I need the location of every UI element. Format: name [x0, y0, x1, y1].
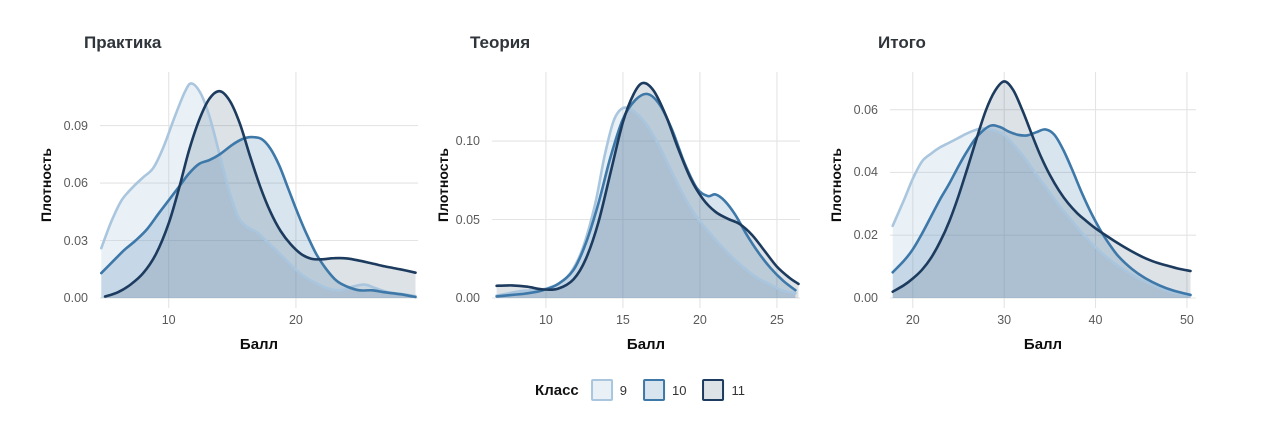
y-tick-label: 0.06 [853, 102, 878, 117]
x-tick-label: 10 [161, 313, 176, 327]
x-axis-title-1: Балл [239, 336, 279, 353]
x-tick-label: 20 [288, 313, 303, 327]
density-area-class-9 [496, 107, 796, 298]
x-tick-label: 25 [769, 313, 784, 327]
x-tick-label: 30 [997, 313, 1012, 327]
density-plot-1 [100, 72, 418, 308]
legend-title: Класс [535, 381, 579, 399]
legend-swatch-10 [642, 379, 665, 401]
density-curve-class-11 [495, 81, 800, 292]
legend-entry-11: 11 [702, 379, 745, 401]
y-tick-label: 0.04 [853, 165, 878, 180]
legend-swatch-9 [590, 379, 613, 401]
legend: Класс 9 10 11 [535, 379, 745, 401]
density-curve-class-9 [891, 127, 1192, 297]
density-curve-class-11 [103, 89, 417, 298]
x-axis-title-3: Балл [1023, 336, 1063, 353]
plot-title-3: Итого [878, 33, 926, 52]
density-plot-3 [890, 72, 1196, 308]
x-tick-label: 50 [1179, 313, 1194, 327]
density-plot-2 [492, 72, 800, 308]
legend-swatch-11 [702, 379, 725, 401]
legend-entry-label: 10 [671, 382, 687, 398]
y-tick-label: 0.03 [63, 233, 88, 248]
density-area-class-10 [101, 137, 416, 298]
density-curve-class-10 [100, 135, 417, 299]
x-tick-label: 15 [615, 313, 630, 327]
legend-entry-9: 9 [590, 379, 627, 401]
y-tick-label: 0.10 [455, 134, 480, 149]
density-curve-class-9 [100, 82, 417, 298]
y-tick-label: 0.02 [853, 228, 878, 243]
density-area-class-11 [496, 82, 799, 298]
plot-title-1: Практика [84, 33, 162, 52]
x-tick-label: 20 [905, 313, 920, 327]
x-tick-label: 10 [538, 313, 553, 327]
density-area-class-9 [101, 83, 416, 298]
legend-entry-label: 9 [619, 382, 627, 398]
y-tick-label: 0.00 [63, 291, 88, 305]
plot-title-2: Теория [470, 33, 531, 52]
legend-entry-label: 11 [731, 382, 745, 398]
x-tick-label: 40 [1088, 313, 1103, 327]
legend-entry-10: 10 [642, 379, 687, 401]
y-tick-label: 0.00 [455, 291, 480, 305]
density-area-class-11 [105, 91, 416, 298]
legend-items: 9 10 11 [590, 379, 745, 401]
y-tick-label: 0.05 [455, 212, 480, 227]
x-axis-title-2: Балл [626, 336, 666, 353]
x-tick-label: 20 [692, 313, 707, 327]
y-axis-title-3: Плотность [828, 148, 844, 222]
y-tick-label: 0.09 [63, 118, 88, 133]
y-tick-label: 0.06 [63, 176, 88, 191]
density-area-class-11 [892, 81, 1191, 298]
y-tick-label: 0.00 [853, 291, 878, 305]
density-curve-class-11 [891, 80, 1192, 293]
